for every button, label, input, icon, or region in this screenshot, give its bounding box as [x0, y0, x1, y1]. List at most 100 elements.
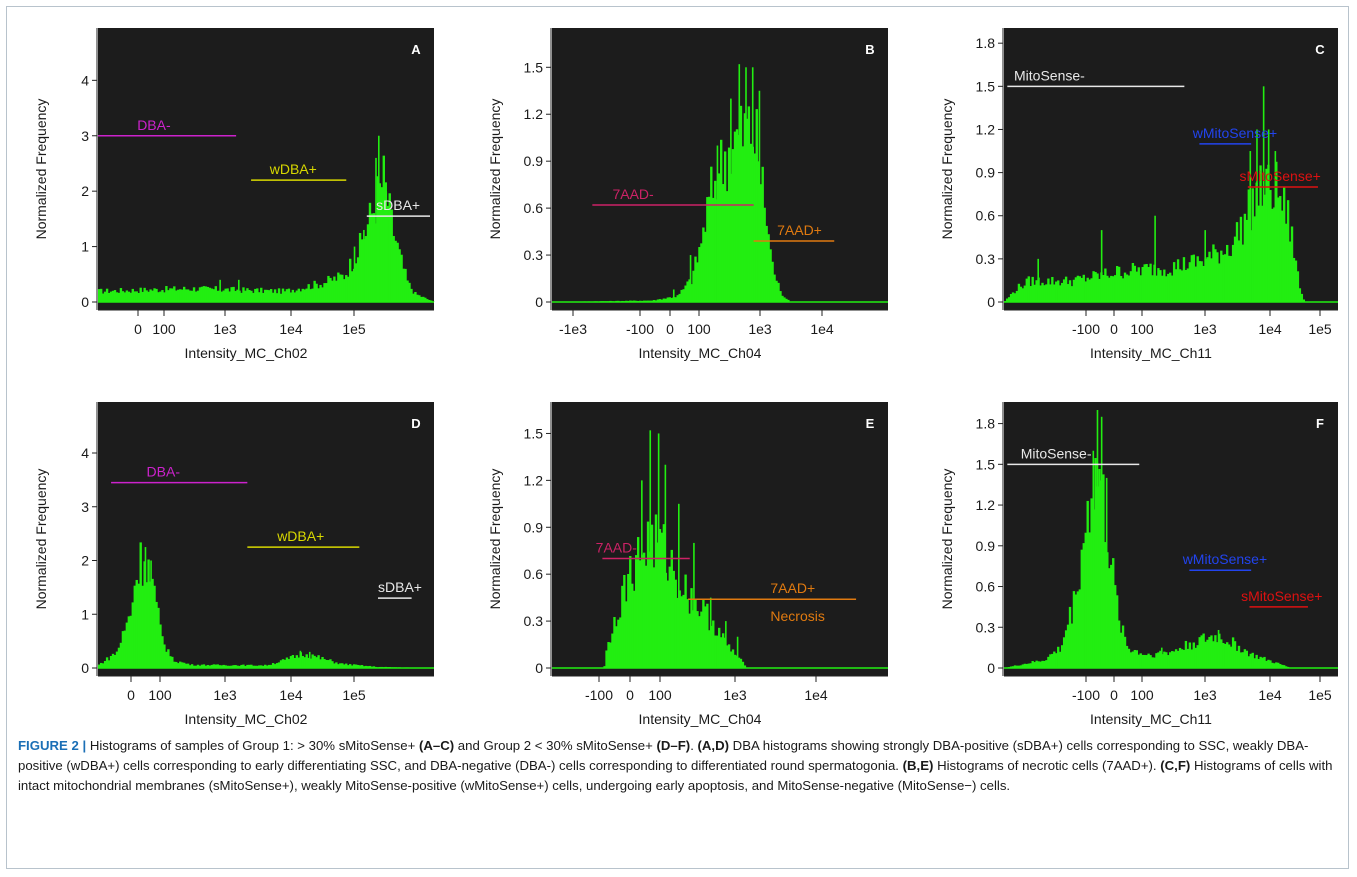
histogram-bar: [179, 289, 182, 302]
histogram-bar: [129, 292, 132, 302]
histogram-bar: [228, 291, 231, 302]
histogram-bar: [1033, 284, 1036, 302]
histogram-bar: [1009, 666, 1013, 668]
histogram-bar: [358, 665, 362, 668]
histogram-bar: [214, 664, 217, 668]
histogram-bar: [216, 664, 219, 668]
y-tick-label: 0: [81, 660, 89, 676]
histogram-bar: [240, 292, 243, 302]
histogram-bar: [271, 292, 275, 302]
histogram-bar: [194, 291, 198, 302]
histogram-bar: [727, 644, 731, 668]
histogram-bar: [285, 289, 289, 302]
histogram-bar: [230, 287, 233, 302]
histogram-bar: [712, 197, 715, 302]
histogram-bar: [631, 583, 634, 668]
histogram-bar: [325, 659, 328, 668]
histogram-bar: [698, 616, 701, 668]
gate-label: 7AAD+: [777, 222, 822, 238]
histogram-spike: [725, 621, 727, 668]
histogram-bar: [1222, 254, 1225, 302]
histogram-bar: [702, 227, 705, 302]
y-tick-label: 1.5: [976, 78, 996, 94]
histogram-bar: [1029, 663, 1032, 668]
histogram-bar: [206, 664, 210, 668]
y-tick-label: 1.5: [976, 456, 996, 472]
histogram-bar: [200, 664, 204, 668]
histogram-bar: [1302, 299, 1305, 302]
histogram-bar: [1233, 641, 1237, 668]
histogram-bar: [759, 184, 762, 302]
histogram-bar: [147, 291, 150, 302]
x-axis-title: Intensity_MC_Ch04: [639, 345, 762, 361]
histogram-bar: [704, 231, 707, 302]
histogram-bar: [99, 662, 103, 668]
histogram-bar: [111, 653, 115, 668]
histogram-bar: [1214, 249, 1217, 302]
histogram-spike: [1267, 129, 1270, 302]
histogram-bar: [1269, 190, 1272, 302]
histogram-bar: [212, 664, 216, 668]
histogram-bar: [1086, 277, 1089, 302]
histogram-bar: [1210, 258, 1213, 302]
histogram-bar: [277, 288, 281, 302]
histogram-spike: [150, 560, 152, 668]
histogram-bar: [254, 665, 257, 668]
histogram-bar: [1186, 268, 1190, 302]
histogram-bar: [1066, 624, 1070, 668]
histogram-bar: [155, 288, 158, 302]
histogram-bar: [137, 583, 140, 668]
y-tick-label: 0.6: [524, 200, 544, 216]
x-tick-label: 0: [1110, 687, 1118, 703]
histogram-bar: [660, 299, 664, 302]
histogram-bar: [1279, 664, 1282, 668]
y-tick-label: 0.6: [524, 566, 544, 582]
histogram-bar: [1074, 277, 1078, 302]
histogram-bar: [1057, 280, 1060, 302]
x-tick-label: 1e3: [748, 321, 772, 337]
histogram-bar: [1145, 655, 1148, 668]
histogram-bar: [339, 274, 342, 302]
histogram-bar: [1188, 642, 1192, 668]
histogram-bar: [727, 147, 731, 302]
histogram-bar: [676, 597, 679, 668]
histogram-bar: [678, 293, 681, 302]
histogram-bar: [603, 666, 606, 668]
histogram-bar: [615, 626, 618, 668]
histogram-bar: [356, 664, 360, 668]
histogram-bar: [1261, 205, 1264, 302]
histogram-bar: [291, 289, 295, 302]
histogram-bar: [1072, 591, 1076, 668]
histogram-bar: [364, 236, 368, 302]
x-tick-label: 1e4: [279, 687, 303, 703]
histogram-bar: [662, 298, 666, 302]
histogram-bar: [605, 650, 608, 668]
histogram-bar: [1226, 244, 1229, 302]
histogram-bar: [1062, 279, 1066, 302]
histogram-bar: [753, 153, 756, 302]
y-tick-label: 1.2: [976, 121, 996, 137]
histogram-bar: [1224, 254, 1227, 302]
x-tick-label: 1e4: [810, 321, 834, 337]
histogram-spike: [1274, 151, 1277, 302]
histogram-bar: [105, 288, 109, 302]
histogram-bar: [275, 663, 279, 668]
histogram-figure: DBA-wDBA+ sDBA+ A 0 1 2 3 4 Normalized Frequency…: [33, 28, 1338, 727]
histogram-bar: [196, 290, 200, 302]
histogram-bar: [269, 289, 273, 302]
histogram-bar: [747, 106, 751, 303]
x-tick-label: 100: [1130, 321, 1154, 337]
histogram-bar: [1151, 657, 1154, 668]
histogram-bar: [137, 292, 140, 302]
histogram-bar: [408, 282, 411, 302]
histogram-bar: [1153, 657, 1156, 668]
histogram-bar: [1176, 650, 1180, 668]
histogram-bar: [370, 213, 374, 302]
x-tick-label: 1e3: [1193, 321, 1217, 337]
histogram-bar: [129, 615, 132, 668]
histogram-spike: [649, 430, 652, 668]
x-tick-label: 1e4: [279, 321, 303, 337]
histogram-bar: [186, 289, 190, 302]
histogram-bar: [623, 575, 626, 668]
histogram-bar: [1147, 267, 1150, 302]
